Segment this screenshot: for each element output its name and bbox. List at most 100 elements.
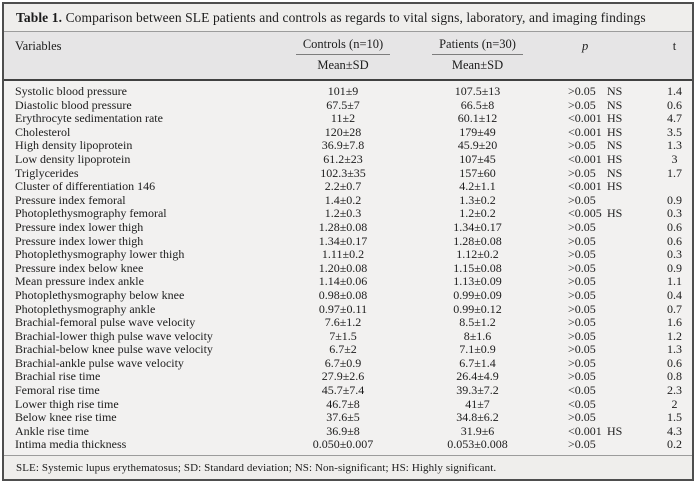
t-value-cell: 0.6 xyxy=(667,234,682,248)
t-value-cell: 1.4 xyxy=(667,84,682,98)
p-value-cell: >0.05 xyxy=(545,235,657,249)
controls-group-label: Controls (n=10) xyxy=(295,37,391,55)
p-value: >0.05 xyxy=(568,248,596,262)
controls-value-cell: 2.2±0.7 xyxy=(324,180,362,194)
variable-cell: Cholesterol xyxy=(15,125,71,139)
p-value: <0.001 xyxy=(568,112,602,126)
patients-value-cell: 1.13±0.09 xyxy=(453,275,502,289)
variable-cell: Below knee rise time xyxy=(15,411,117,425)
significance-label: NS xyxy=(607,166,623,180)
patients-value-cell: 179±49 xyxy=(459,125,496,139)
patients-mean-sd-header: Mean±SD xyxy=(410,55,545,80)
table-row: Photoplethysmography femoral 1.2±0.3 1.2… xyxy=(4,207,692,221)
t-value-cell: 1.3 xyxy=(667,139,682,153)
variable-cell: Intima media thickness xyxy=(15,438,127,452)
patients-value-cell: 34.8±6.2 xyxy=(456,411,499,425)
patients-value-cell: 1.34±0.17 xyxy=(453,220,502,234)
t-value-cell: 0.2 xyxy=(667,438,682,452)
table-row: Brachial rise time 27.9±2.6 26.4±4.9 >0.… xyxy=(4,370,692,384)
variable-cell: Lower thigh rise time xyxy=(15,397,119,411)
variable-cell: Pressure index below knee xyxy=(15,261,144,275)
patients-value-cell: 31.9±6 xyxy=(460,424,495,438)
p-value: >0.05 xyxy=(568,356,596,370)
table-row: Ankle rise time 36.9±8 31.9±6 <0.001 HS 4… xyxy=(4,425,692,439)
significance-label: NS xyxy=(607,84,623,98)
variable-cell: Pressure index femoral xyxy=(15,193,126,207)
t-value-cell: 0.6 xyxy=(667,220,682,234)
table-row: Pressure index below knee 1.20±0.08 1.15… xyxy=(4,262,692,276)
t-value-cell: 1.7 xyxy=(667,166,682,180)
table-row: High density lipoprotein 36.9±7.8 45.9±2… xyxy=(4,139,692,153)
variable-cell: Photoplethysmography ankle xyxy=(15,302,156,316)
table-row: Low density lipoprotein 61.2±23 107±45 <… xyxy=(4,153,692,167)
patients-value-cell: 39.3±7.2 xyxy=(456,384,499,398)
controls-value-cell: 101±9 xyxy=(327,84,359,98)
p-value-cell: <0.001 HS xyxy=(545,180,657,194)
p-value-cell: >0.05 xyxy=(545,275,657,289)
significance-label: HS xyxy=(607,180,623,194)
t-value-cell: 1.3 xyxy=(667,343,682,357)
p-value: >0.05 xyxy=(568,438,596,452)
patients-value-cell: 0.053±0.008 xyxy=(447,438,508,452)
variable-cell: Brachial-femoral pulse wave velocity xyxy=(15,316,196,330)
table-row: Brachial-below knee pulse wave velocity … xyxy=(4,343,692,357)
controls-value-cell: 0.98±0.08 xyxy=(318,288,368,302)
p-value-cell: >0.05 xyxy=(545,316,657,330)
table-row: Pressure index lower thigh 1.34±0.17 1.2… xyxy=(4,235,692,249)
significance-label: HS xyxy=(607,112,623,126)
patients-value-cell: 66.5±8 xyxy=(460,98,495,112)
p-value-cell: >0.05 NS xyxy=(545,99,657,113)
t-value-cell: 0.3 xyxy=(667,248,682,262)
controls-value-cell: 27.9±2.6 xyxy=(321,370,365,384)
controls-value-cell: 6.7±0.9 xyxy=(324,356,362,370)
p-value: <0.05 xyxy=(568,384,596,398)
variable-cell: Pressure index lower thigh xyxy=(15,234,144,248)
p-value: <0.005 xyxy=(568,207,602,221)
variable-cell: Photoplethysmography below knee xyxy=(15,288,185,302)
p-value-cell: >0.05 xyxy=(545,303,657,317)
controls-value-cell: 1.34±0.17 xyxy=(318,234,368,248)
t-value-cell: 1.5 xyxy=(667,411,682,425)
t-value-cell: 0.9 xyxy=(667,193,682,207)
controls-value-cell: 36.9±8 xyxy=(326,424,360,438)
patients-value-cell: 41±7 xyxy=(465,397,490,411)
controls-value-cell: 0.97±0.11 xyxy=(318,302,368,316)
controls-value-cell: 102.3±35 xyxy=(320,166,366,180)
table-row: Photoplethysmography lower thigh 1.11±0.… xyxy=(4,248,692,262)
patients-value-cell: 1.2±0.2 xyxy=(459,207,496,221)
table-row: Diastolic blood pressure 67.5±7 66.5±8 >… xyxy=(4,99,692,113)
controls-value-cell: 6.7±2 xyxy=(329,343,357,357)
t-value-cell: 1.2 xyxy=(667,329,682,343)
table-row: Cholesterol 120±28 179±49 <0.001 HS 3.5 xyxy=(4,126,692,140)
table-row: Mean pressure index ankle 1.14±0.06 1.13… xyxy=(4,275,692,289)
table-row: Intima media thickness 0.050±0.007 0.053… xyxy=(4,438,692,452)
t-value-cell: 3 xyxy=(671,152,678,166)
p-value-cell: >0.05 xyxy=(545,248,657,262)
p-value: >0.05 xyxy=(568,98,596,112)
controls-mean-sd-header: Mean±SD xyxy=(276,55,410,80)
p-value-cell: >0.05 NS xyxy=(545,80,657,99)
controls-value-cell: 1.4±0.2 xyxy=(324,193,362,207)
p-value-cell: >0.05 xyxy=(545,262,657,276)
table-number-label: Table 1. xyxy=(16,10,63,25)
p-value: <0.05 xyxy=(568,397,596,411)
controls-value-cell: 0.050±0.007 xyxy=(312,438,374,452)
controls-value-cell: 11±2 xyxy=(330,112,356,126)
p-value-cell: >0.05 xyxy=(545,411,657,425)
table-row: Brachial-femoral pulse wave velocity 7.6… xyxy=(4,316,692,330)
controls-value-cell: 61.2±23 xyxy=(323,152,363,166)
p-value: >0.05 xyxy=(568,139,596,153)
table-footnote: SLE: Systemic lupus erythematosus; SD: S… xyxy=(4,455,692,479)
patients-value-cell: 157±60 xyxy=(459,166,496,180)
t-value-cell: 4.3 xyxy=(667,424,682,438)
controls-value-cell: 1.11±0.2 xyxy=(321,248,365,262)
variable-cell: Photoplethysmography femoral xyxy=(15,207,167,221)
patients-value-cell: 4.2±1.1 xyxy=(459,180,496,194)
p-value: <0.001 xyxy=(568,125,602,139)
significance-label: HS xyxy=(607,152,623,166)
variable-cell: Photoplethysmography lower thigh xyxy=(15,248,185,262)
table-row: Triglycerides 102.3±35 157±60 >0.05 NS 1.… xyxy=(4,167,692,181)
p-value: <0.001 xyxy=(568,152,602,166)
column-header-controls: Controls (n=10) xyxy=(276,32,410,55)
controls-value-cell: 67.5±7 xyxy=(326,98,360,112)
